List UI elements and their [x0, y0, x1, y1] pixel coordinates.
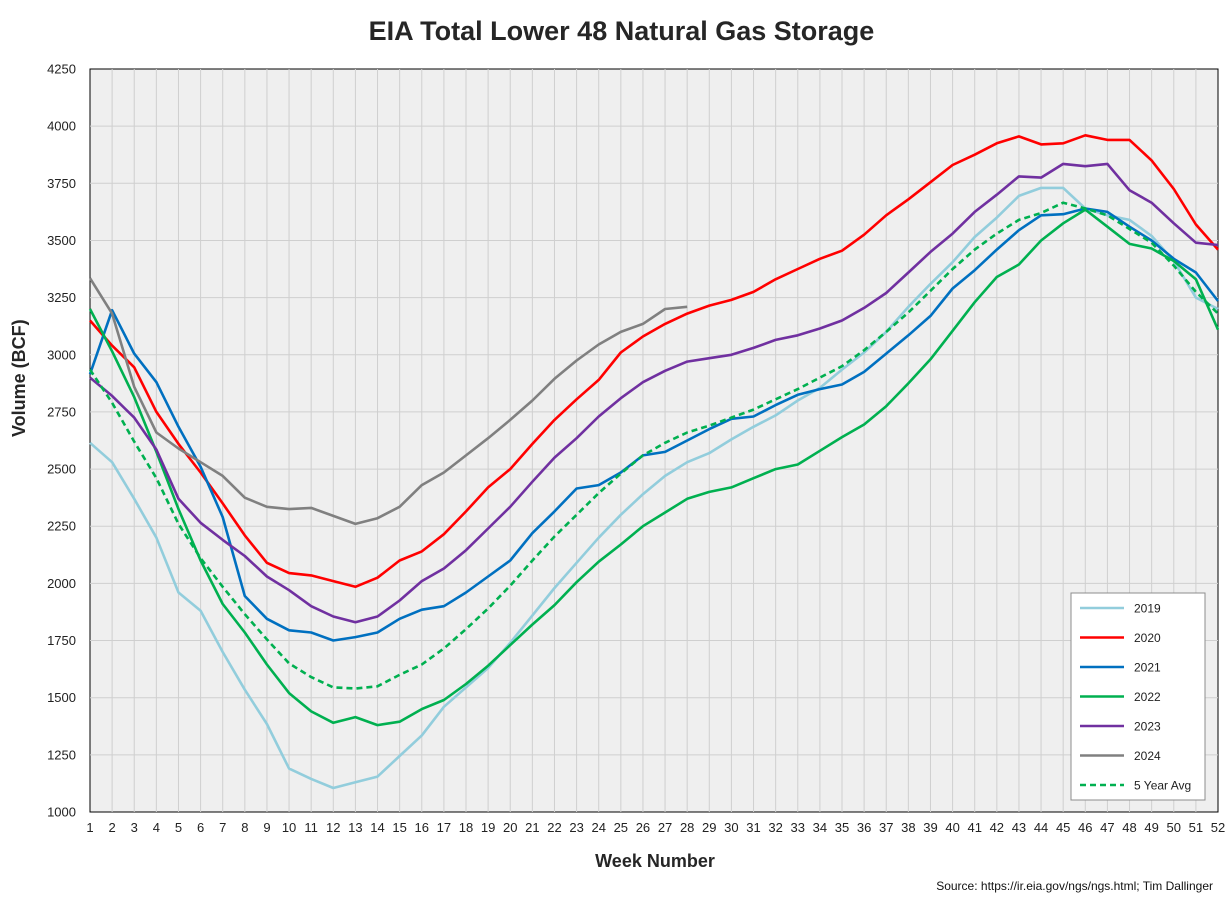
x-tick-label: 19 — [481, 820, 495, 835]
x-tick-label: 50 — [1167, 820, 1181, 835]
series-lines — [88, 134, 1220, 790]
y-axis-ticks: 1000 1250 1500 1750 2000 2250 2500 2750 3000 3250… — [47, 62, 76, 820]
plot-area — [89, 68, 1219, 813]
x-tick-label: 9 — [263, 820, 270, 835]
x-axis-label: Week Number — [595, 851, 715, 871]
series-line-2019 — [89, 186, 1219, 790]
x-tick-label: 27 — [658, 820, 672, 835]
x-tick-label: 37 — [879, 820, 893, 835]
gridlines — [90, 69, 1218, 812]
y-tick-label: 2250 — [47, 519, 76, 534]
x-tick-label: 5 — [175, 820, 182, 835]
legend: 2019 2020 2021 2022 2023 2024 5 Year Avg — [1070, 592, 1206, 801]
y-tick-label: 2000 — [47, 576, 76, 591]
series-line-2022 — [88, 208, 1220, 727]
y-tick-label: 3000 — [47, 347, 76, 362]
x-tick-label: 12 — [326, 820, 340, 835]
x-tick-label: 25 — [614, 820, 628, 835]
series-line-2021 — [88, 207, 1220, 642]
x-tick-label: 16 — [415, 820, 429, 835]
x-tick-label: 2 — [109, 820, 116, 835]
x-tick-label: 22 — [547, 820, 561, 835]
series-line-5-year-avg — [88, 201, 1219, 690]
x-tick-label: 43 — [1012, 820, 1026, 835]
x-tick-label: 48 — [1122, 820, 1136, 835]
y-tick-label: 3500 — [47, 233, 76, 248]
source-note: Source: https://ir.eia.gov/ngs/ngs.html;… — [936, 879, 1213, 893]
x-tick-label: 23 — [569, 820, 583, 835]
y-tick-label: 4250 — [47, 62, 76, 77]
x-tick-label: 20 — [503, 820, 517, 835]
x-tick-label: 21 — [525, 820, 539, 835]
x-tick-label: 26 — [636, 820, 650, 835]
x-tick-label: 3 — [131, 820, 138, 835]
x-tick-label: 44 — [1034, 820, 1048, 835]
y-tick-label: 1250 — [47, 747, 76, 762]
x-tick-label: 51 — [1189, 820, 1203, 835]
y-tick-label: 3750 — [47, 176, 76, 191]
y-tick-label: 1500 — [47, 690, 76, 705]
x-tick-label: 47 — [1100, 820, 1114, 835]
x-tick-label: 32 — [768, 820, 782, 835]
x-tick-label: 17 — [437, 820, 451, 835]
y-tick-label: 2500 — [47, 462, 76, 477]
y-tick-label: 1000 — [47, 805, 76, 820]
x-tick-label: 28 — [680, 820, 694, 835]
x-axis-ticks: 1 2 3 4 5 6 7 8 9 10 11 12 13 14 15 16 17 18 19 20 21 22 23 24 2… — [86, 820, 1225, 835]
x-tick-label: 34 — [813, 820, 827, 835]
legend-label: 2020 — [1134, 631, 1161, 645]
x-tick-label: 13 — [348, 820, 362, 835]
x-tick-label: 31 — [746, 820, 760, 835]
x-tick-label: 40 — [945, 820, 959, 835]
x-tick-label: 42 — [990, 820, 1004, 835]
x-tick-label: 15 — [392, 820, 406, 835]
series-line-2023 — [89, 162, 1219, 624]
x-tick-label: 46 — [1078, 820, 1092, 835]
x-tick-label: 33 — [791, 820, 805, 835]
x-tick-label: 24 — [591, 820, 605, 835]
x-tick-label: 18 — [459, 820, 473, 835]
x-tick-label: 49 — [1144, 820, 1158, 835]
x-tick-label: 4 — [153, 820, 160, 835]
series-line-2020 — [89, 134, 1219, 589]
x-tick-label: 1 — [86, 820, 93, 835]
x-tick-label: 29 — [702, 820, 716, 835]
legend-label: 2019 — [1134, 602, 1161, 616]
x-tick-label: 41 — [967, 820, 981, 835]
x-tick-label: 10 — [282, 820, 296, 835]
x-tick-label: 7 — [219, 820, 226, 835]
x-tick-label: 45 — [1056, 820, 1070, 835]
x-tick-label: 52 — [1211, 820, 1225, 835]
y-tick-label: 1750 — [47, 633, 76, 648]
x-tick-label: 38 — [901, 820, 915, 835]
legend-label: 2021 — [1134, 661, 1161, 675]
legend-label: 5 Year Avg — [1134, 779, 1191, 793]
x-tick-label: 6 — [197, 820, 204, 835]
x-tick-label: 8 — [241, 820, 248, 835]
x-tick-label: 30 — [724, 820, 738, 835]
x-tick-label: 35 — [835, 820, 849, 835]
y-tick-label: 4000 — [47, 119, 76, 134]
y-tick-label: 2750 — [47, 404, 76, 419]
legend-label: 2024 — [1134, 749, 1161, 763]
y-tick-label: 3250 — [47, 290, 76, 305]
legend-label: 2022 — [1134, 690, 1161, 704]
x-tick-label: 14 — [370, 820, 384, 835]
chart-title: EIA Total Lower 48 Natural Gas Storage — [368, 16, 875, 46]
series-line-2024 — [88, 277, 688, 526]
legend-label: 2023 — [1134, 720, 1161, 734]
x-tick-label: 11 — [304, 820, 318, 835]
x-tick-label: 39 — [923, 820, 937, 835]
x-tick-label: 36 — [857, 820, 871, 835]
